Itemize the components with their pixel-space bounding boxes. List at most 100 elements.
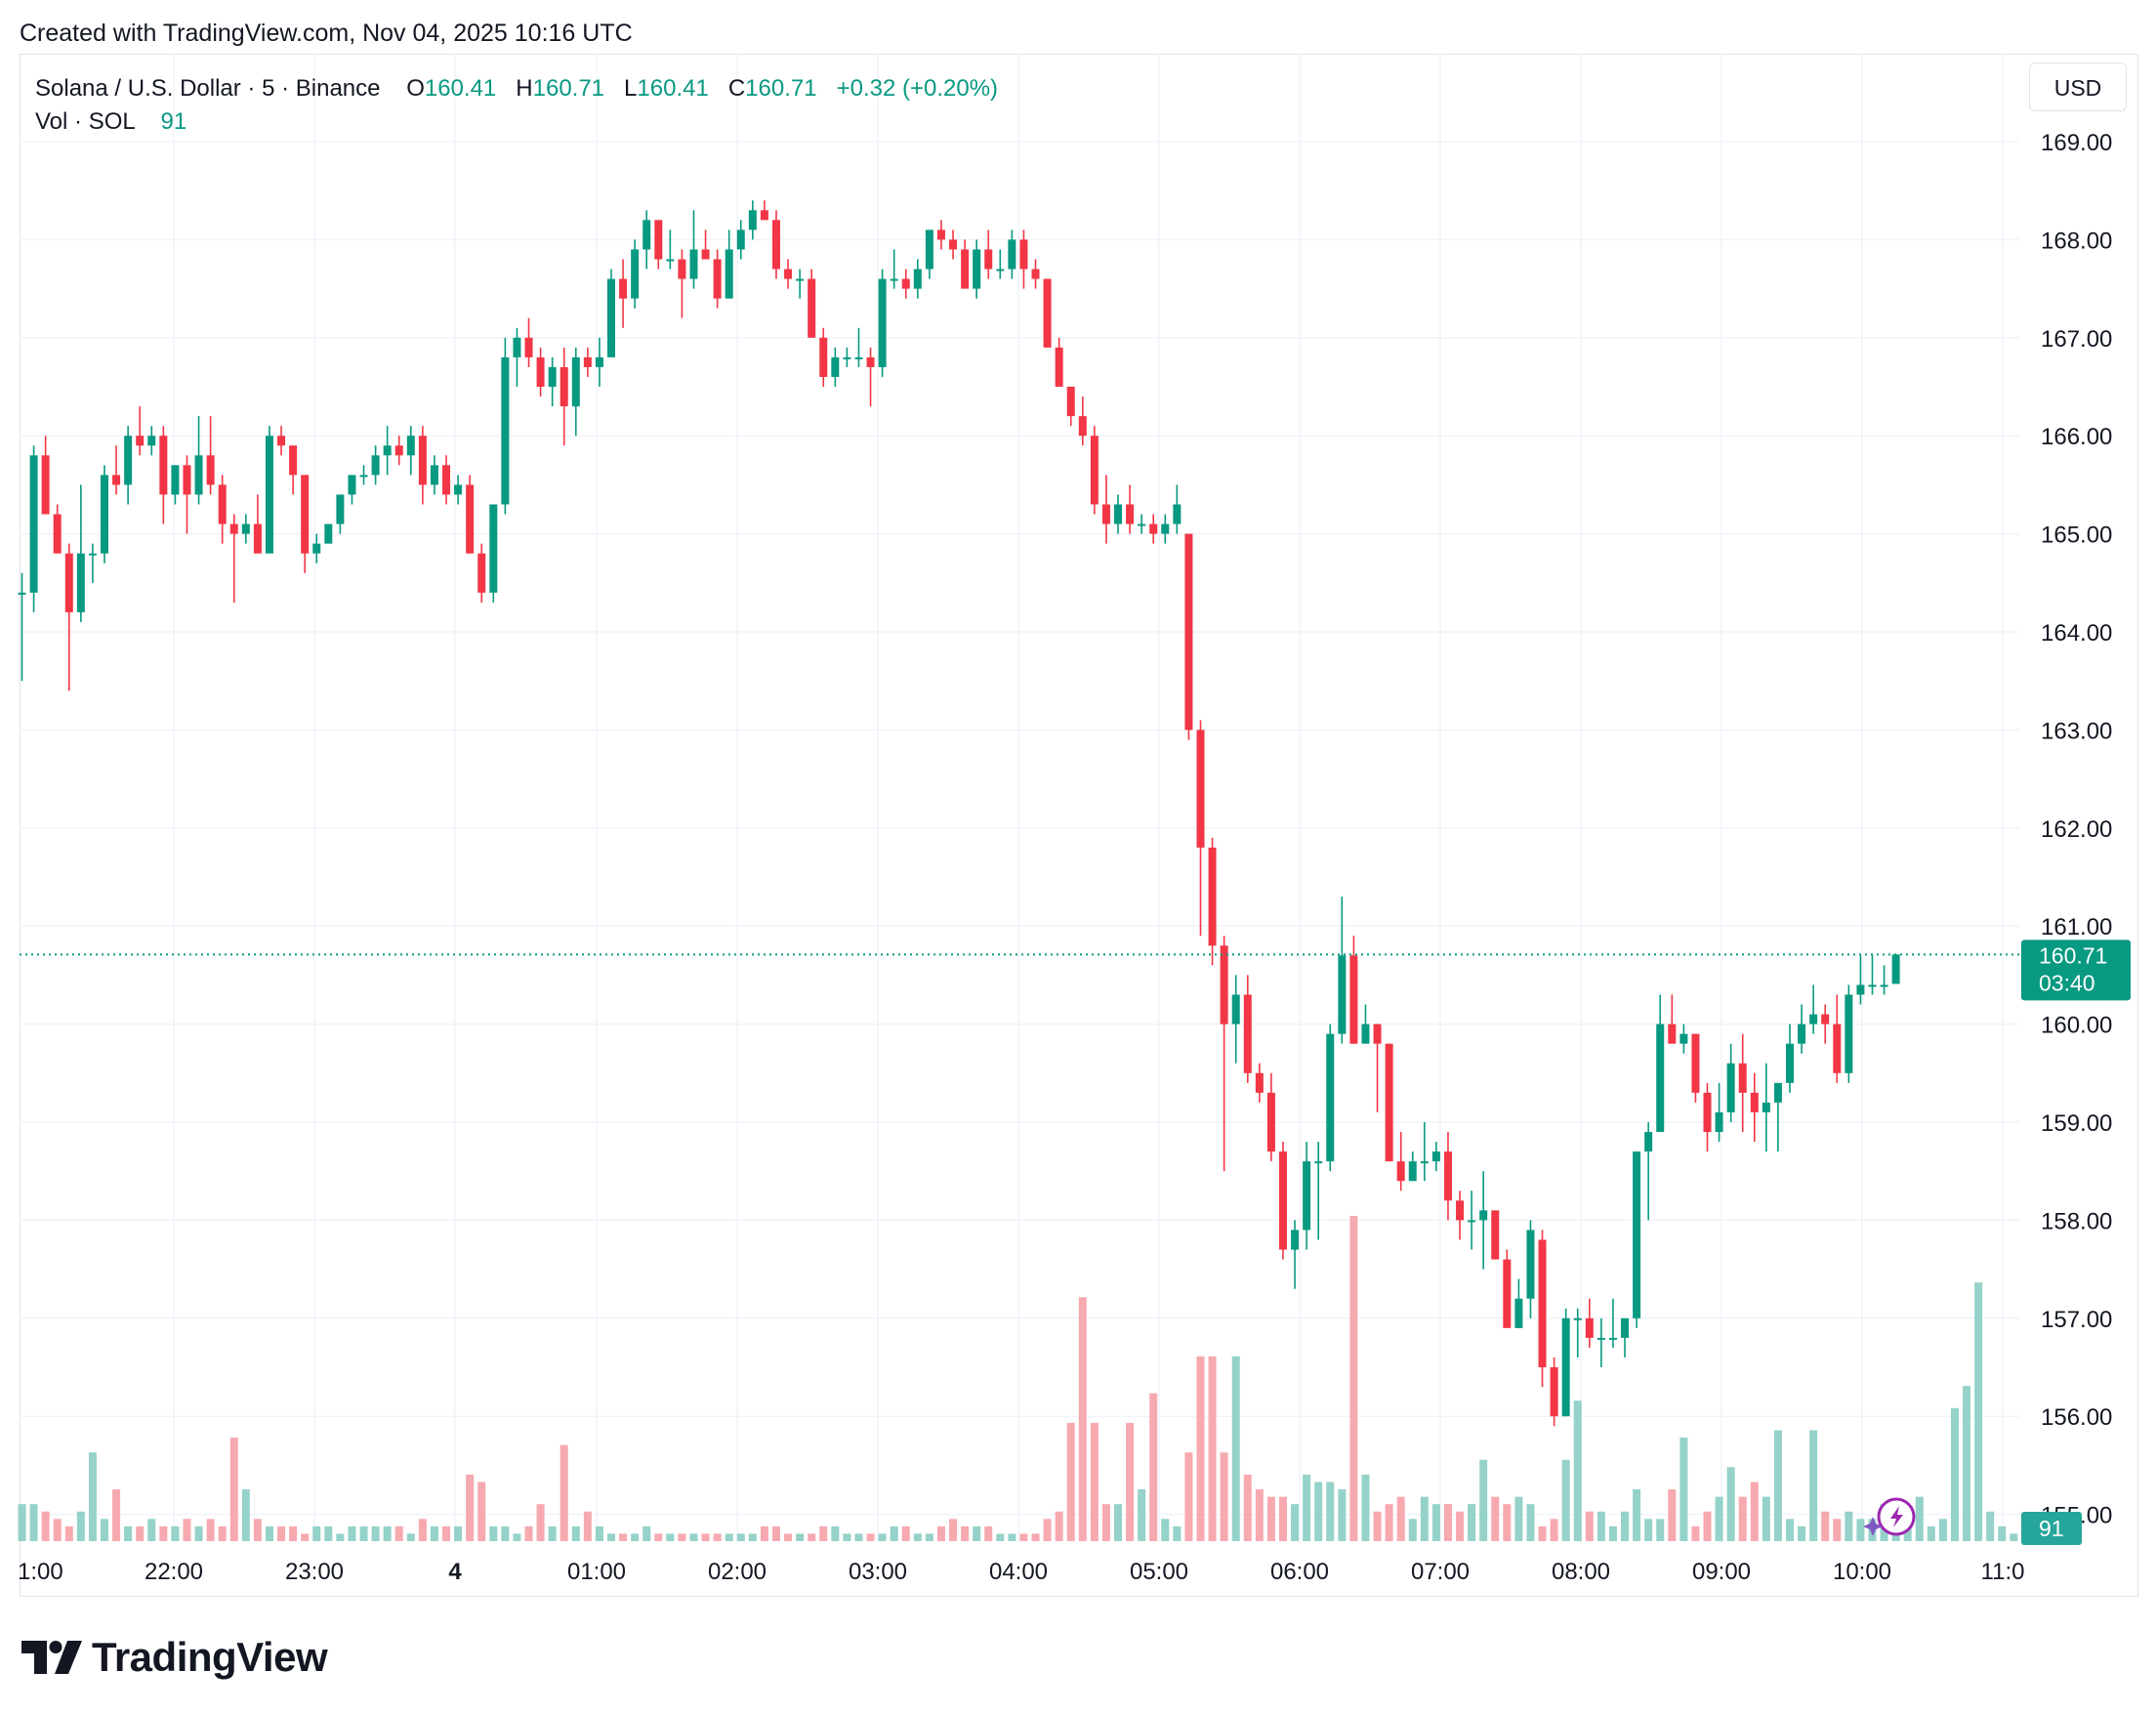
volume-bar: [1456, 1511, 1465, 1541]
candle: [1443, 1132, 1452, 1221]
tradingview-logo[interactable]: TradingView: [21, 1633, 328, 1682]
candle: [1456, 1191, 1465, 1240]
candle-body: [796, 278, 805, 281]
volume-bar: [1479, 1459, 1488, 1541]
candle: [1738, 1033, 1747, 1133]
candle-body: [1750, 1092, 1759, 1112]
candle: [1679, 1024, 1688, 1054]
candle: [784, 259, 793, 289]
volume-bar: [1031, 1533, 1040, 1541]
y-tick-label: 163.00: [2041, 718, 2112, 744]
candle: [359, 465, 368, 485]
volume-row: Vol · SOL 91: [35, 105, 998, 139]
candle-body: [936, 230, 945, 240]
logo-text: TradingView: [92, 1634, 328, 1680]
candle-body: [1173, 504, 1182, 524]
candle: [771, 210, 780, 279]
last-price-tag: 160.71 03:40: [2021, 940, 2131, 1001]
candle: [194, 416, 203, 505]
candle-body: [689, 249, 698, 279]
x-tick-label: 06:00: [1270, 1559, 1329, 1585]
candle: [1608, 1298, 1617, 1348]
price-axis[interactable]: 169.00 168.00 167.00 166.00 165.00 164.00 163.…: [2041, 130, 2112, 1529]
ohlc-row: Solana / U.S. Dollar · 5 · Binance O 160.…: [35, 72, 998, 105]
candle-body: [949, 239, 958, 250]
volume-bar: [18, 1504, 26, 1541]
volume-bar: [1644, 1519, 1653, 1541]
candle-body: [136, 436, 145, 446]
volume-bar: [1833, 1519, 1842, 1541]
volume-bar: [748, 1533, 757, 1541]
volume-bar: [1963, 1386, 1971, 1541]
candle: [53, 504, 62, 554]
lightning-icon[interactable]: [1877, 1497, 1916, 1536]
candle-body: [854, 356, 863, 359]
candle-body: [241, 523, 250, 534]
currency-button[interactable]: USD: [2029, 63, 2127, 111]
candle-body: [1373, 1024, 1382, 1044]
candle-body: [1621, 1317, 1630, 1338]
candle-body: [1243, 994, 1252, 1073]
candle: [1750, 1072, 1759, 1143]
candle: [961, 239, 970, 289]
candle: [1880, 965, 1888, 995]
candle: [171, 465, 180, 505]
candle: [1066, 387, 1075, 427]
candle: [477, 543, 486, 603]
volume-bar: [1726, 1467, 1735, 1541]
candle: [984, 230, 993, 279]
candle-body: [1114, 504, 1123, 524]
candle: [265, 426, 273, 554]
volume-bar: [1420, 1496, 1429, 1541]
candle-body: [1703, 1092, 1712, 1133]
symbol-legend: Solana / U.S. Dollar · 5 · Binance O 160.…: [35, 72, 998, 139]
candle-body: [831, 356, 840, 377]
candle: [489, 504, 498, 603]
candle: [748, 200, 757, 240]
candle-body: [277, 436, 286, 446]
candle: [1621, 1317, 1630, 1358]
candle-body: [383, 445, 392, 456]
volume-label[interactable]: Vol · SOL: [35, 108, 135, 135]
y-tick-label: 161.00: [2041, 914, 2112, 940]
candle-body: [1845, 994, 1853, 1073]
volume-bar: [312, 1525, 321, 1541]
candle: [100, 465, 108, 564]
y-tick-label: 164.00: [2041, 620, 2112, 647]
volume-bar: [466, 1474, 475, 1541]
symbol-title[interactable]: Solana / U.S. Dollar · 5 · Binance: [35, 75, 381, 102]
volume-bar: [1550, 1519, 1558, 1541]
candle-body: [1443, 1151, 1452, 1201]
candle: [1220, 936, 1228, 1172]
candle-body: [1043, 278, 1052, 348]
time-axis[interactable]: 1:00 22:00 23:00 4 01:00 02:00 03:00 04:00 05:00…: [18, 1559, 2024, 1585]
volume-bar: [1361, 1474, 1370, 1541]
candle-body: [1596, 1337, 1605, 1340]
volume-bar: [1656, 1519, 1665, 1541]
candle: [583, 347, 592, 377]
open-label: O: [406, 75, 425, 102]
candle: [1243, 975, 1252, 1083]
change-value: +0.32 (+0.20%): [836, 75, 999, 102]
volume-bar: [1373, 1511, 1382, 1541]
volume-bar: [1503, 1504, 1512, 1541]
volume-bar: [1303, 1474, 1311, 1541]
candle-body: [996, 269, 1005, 272]
candle: [1138, 514, 1146, 534]
volume-bar: [831, 1525, 840, 1541]
low-value: 160.41: [637, 75, 709, 102]
candle-body: [890, 278, 898, 281]
candle-body: [901, 278, 910, 289]
candle: [1491, 1210, 1500, 1260]
candle: [312, 533, 321, 564]
candle-body: [713, 259, 722, 299]
candle: [901, 269, 910, 299]
candle-body: [1561, 1317, 1570, 1417]
volume-bar: [1668, 1489, 1677, 1541]
volume-bar: [854, 1533, 863, 1541]
x-tick-label: 04:00: [989, 1559, 1048, 1585]
candle-body: [913, 269, 922, 289]
candle: [1078, 397, 1087, 446]
candle: [159, 426, 168, 524]
